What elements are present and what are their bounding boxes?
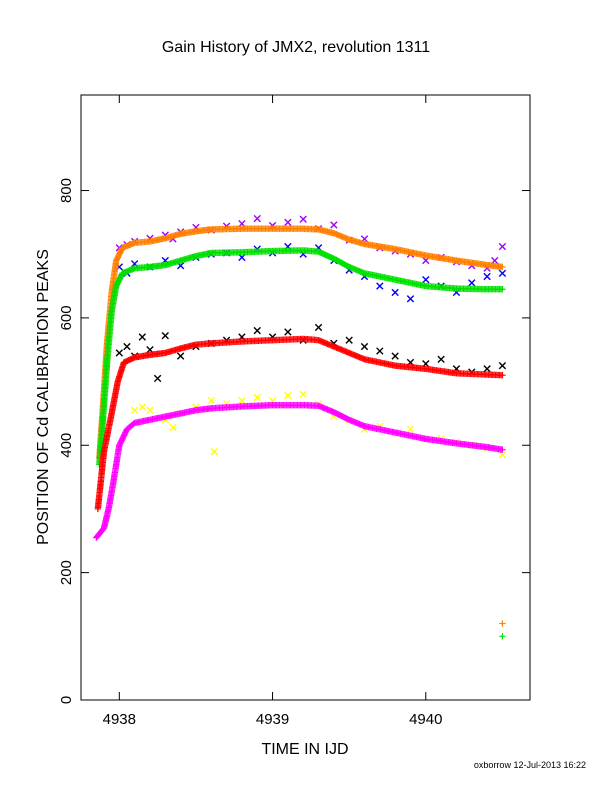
data-point bbox=[499, 372, 506, 379]
data-point bbox=[314, 323, 323, 332]
data-point bbox=[284, 391, 292, 400]
plot-frame bbox=[80, 94, 531, 701]
data-point bbox=[284, 242, 292, 251]
y-axis-label: POSITION OF Cd CALIBRATION PEAKS bbox=[35, 249, 52, 545]
data-point bbox=[406, 425, 415, 434]
chart-title: Gain History of JMX2, revolution 1311 bbox=[162, 39, 430, 56]
series-3 bbox=[94, 335, 506, 513]
data-point bbox=[238, 253, 246, 262]
data-point bbox=[238, 333, 246, 341]
data-point bbox=[498, 242, 507, 251]
data-point bbox=[146, 406, 154, 414]
x-axis-label: TIME IN IJD bbox=[261, 741, 348, 758]
series-7 bbox=[115, 323, 507, 383]
data-point bbox=[176, 352, 185, 360]
data-point bbox=[391, 288, 399, 297]
y-tick-label: 400 bbox=[58, 433, 75, 458]
y-tick-label: 0 bbox=[58, 696, 75, 704]
data-point bbox=[498, 269, 507, 278]
data-point bbox=[210, 447, 219, 456]
data-point bbox=[391, 352, 399, 360]
data-point bbox=[268, 396, 277, 405]
data-point bbox=[499, 286, 506, 293]
data-point bbox=[123, 342, 131, 351]
x-tick-label: 4938 bbox=[103, 711, 136, 728]
data-point bbox=[499, 446, 506, 453]
data-point bbox=[498, 451, 507, 459]
axis-ticks: 0 200 400 600 800 4938 4939 4940 bbox=[58, 95, 530, 728]
data-point bbox=[499, 633, 506, 640]
data-point bbox=[499, 263, 506, 271]
data-point bbox=[345, 336, 353, 344]
data-point bbox=[452, 288, 461, 297]
data-point bbox=[422, 275, 430, 284]
data-point bbox=[238, 219, 246, 228]
data-point bbox=[483, 272, 491, 281]
y-tick-label: 800 bbox=[58, 178, 75, 203]
data-point bbox=[253, 393, 261, 402]
data-point bbox=[253, 326, 261, 335]
data-point bbox=[299, 250, 307, 258]
data-point bbox=[360, 342, 369, 351]
data-point bbox=[284, 328, 292, 336]
series-4 bbox=[93, 401, 506, 541]
data-point bbox=[161, 332, 169, 340]
data-point bbox=[376, 282, 384, 290]
data-point bbox=[437, 355, 445, 363]
data-point bbox=[238, 396, 246, 405]
data-point bbox=[153, 374, 162, 383]
data-point bbox=[130, 406, 139, 414]
data-point bbox=[138, 403, 146, 411]
data-marks bbox=[93, 214, 507, 640]
data-point bbox=[207, 396, 215, 405]
y-tick-label: 600 bbox=[58, 305, 75, 330]
data-point bbox=[468, 279, 476, 287]
data-point bbox=[498, 361, 507, 370]
data-point bbox=[406, 295, 415, 303]
data-point bbox=[376, 347, 384, 355]
y-tick-label: 200 bbox=[58, 560, 75, 585]
data-point bbox=[138, 333, 146, 341]
data-point bbox=[330, 221, 338, 229]
data-point bbox=[299, 390, 307, 399]
data-point bbox=[222, 400, 231, 408]
data-point bbox=[284, 218, 292, 227]
data-point bbox=[253, 214, 261, 223]
data-point bbox=[299, 215, 307, 223]
x-tick-label: 4940 bbox=[409, 711, 442, 728]
data-point bbox=[115, 349, 124, 357]
data-point bbox=[130, 260, 139, 268]
data-point bbox=[169, 423, 177, 432]
footer-credit: oxborrow 12-Jul-2013 16:22 bbox=[474, 760, 586, 770]
x-tick-label: 4939 bbox=[256, 711, 289, 728]
data-point bbox=[483, 365, 491, 373]
data-point bbox=[499, 620, 506, 627]
